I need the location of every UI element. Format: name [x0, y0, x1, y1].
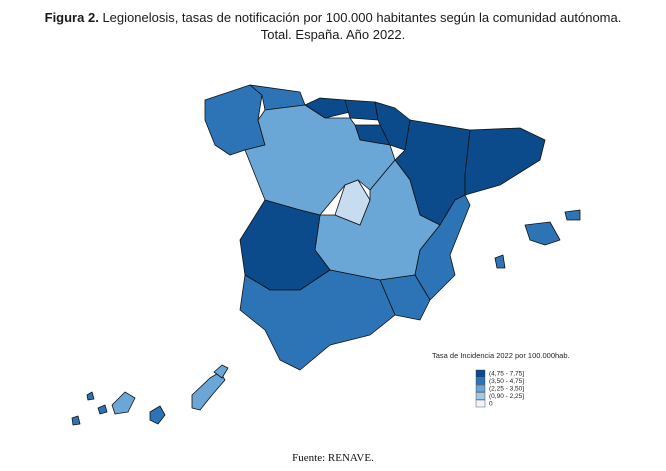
- region: [111, 391, 136, 415]
- figure-label: Figura 2.: [45, 10, 99, 25]
- legend: (4,75 - 7,75](3,50 - 4,75](2,25 - 3,50](…: [475, 369, 524, 408]
- region: [334, 179, 371, 226]
- legend-swatch: [475, 384, 486, 393]
- region: [524, 221, 561, 246]
- map: [71, 84, 581, 426]
- title-line: Figura 2. Legionelosis, tasas de notific…: [45, 10, 622, 25]
- region: [71, 415, 81, 426]
- legend-label: (0,90 - 2,25]: [489, 393, 524, 400]
- legend-label: (4,75 - 7,75]: [489, 371, 524, 378]
- title: Legionelosis, tasas de notificación por …: [102, 10, 621, 25]
- legend-title: Tasa de Incidencia 2022 por 100.000hab.: [432, 351, 570, 360]
- region: [86, 391, 95, 401]
- legend-label: (3,50 - 4,75]: [489, 378, 524, 385]
- subtitle: Total. España. Año 2022.: [261, 27, 406, 42]
- region: [464, 127, 546, 196]
- region: [149, 405, 166, 425]
- region: [564, 209, 581, 221]
- region: [97, 404, 108, 415]
- legend-label: (2,25 - 3,50]: [489, 386, 524, 393]
- source: Fuente: RENAVE.: [292, 452, 374, 464]
- region: [239, 269, 396, 371]
- legend-swatch: [475, 377, 486, 385]
- legend-swatch: [475, 399, 486, 408]
- region: [494, 254, 506, 269]
- legend-swatch: [475, 369, 486, 378]
- region: [213, 364, 229, 379]
- region: [191, 371, 226, 411]
- region: [344, 99, 379, 121]
- region: [374, 101, 411, 151]
- region: [414, 194, 471, 301]
- region: [204, 84, 266, 156]
- legend-swatch: [475, 392, 486, 400]
- legend-label: 0: [489, 401, 493, 408]
